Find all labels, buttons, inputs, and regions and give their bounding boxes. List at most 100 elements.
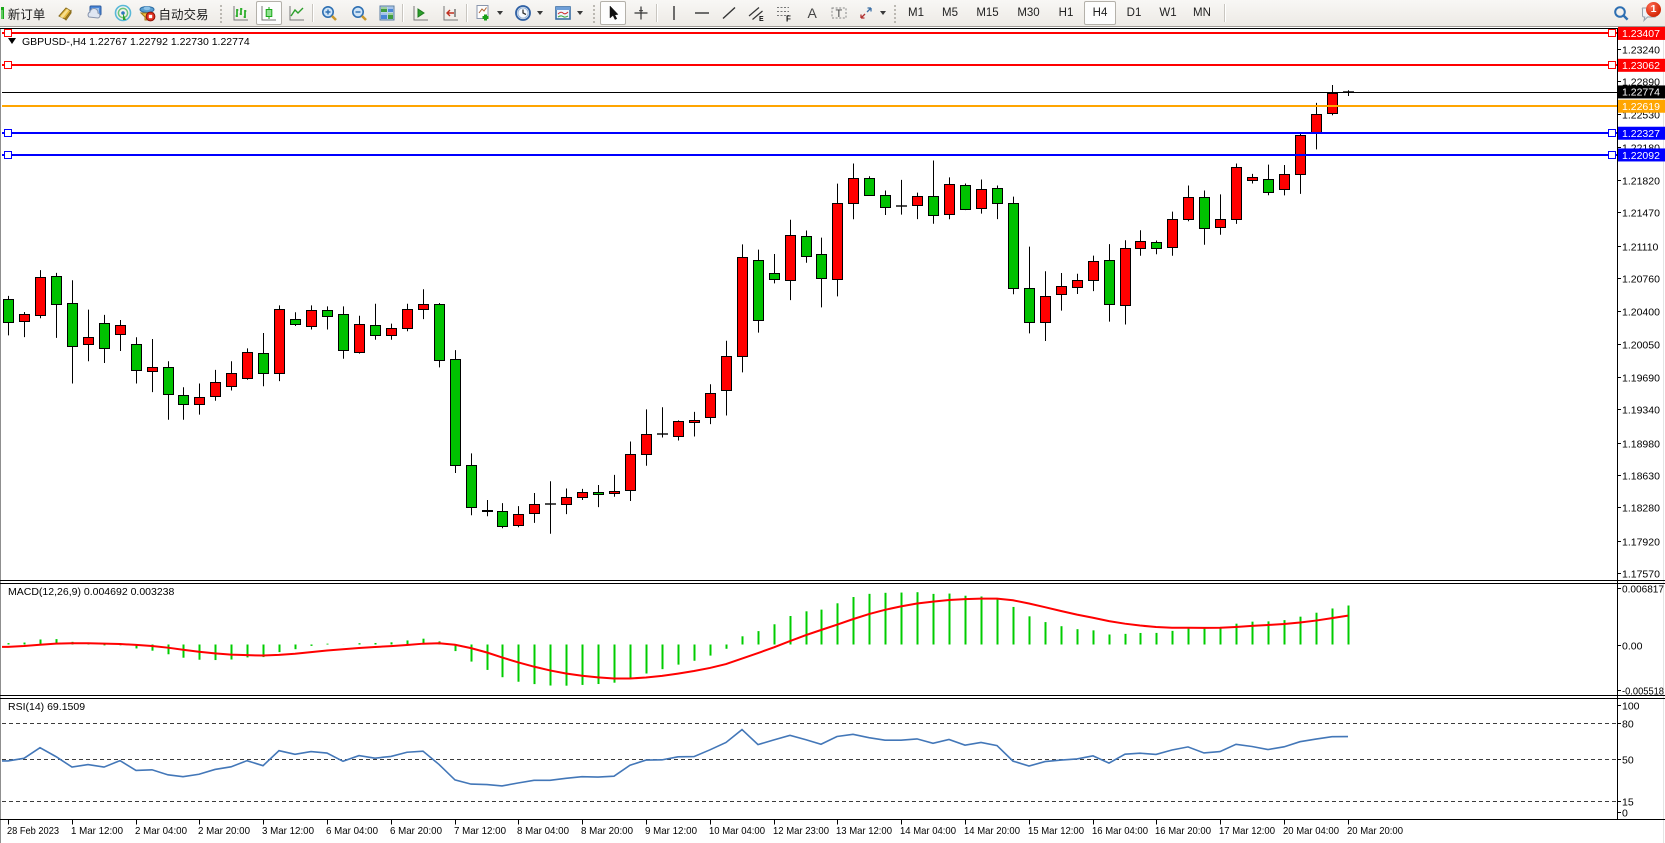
candle-body-down <box>99 323 110 349</box>
hline-handle[interactable] <box>1608 29 1616 37</box>
cursor-icon <box>604 4 622 22</box>
cursor-tool-button[interactable] <box>600 1 626 25</box>
timeframe-button-m30[interactable]: M30 <box>1009 1 1048 25</box>
timeframe-button-m5[interactable]: M5 <box>934 1 966 25</box>
timeframe-button-d1[interactable]: D1 <box>1118 1 1150 25</box>
timeframe-button-h4[interactable]: H4 <box>1084 1 1116 25</box>
timeframe-button-h1-label: H1 <box>1058 7 1074 19</box>
candle-80 <box>1279 165 1290 196</box>
candle-64 <box>1024 246 1035 334</box>
hline-handle[interactable] <box>1608 61 1616 69</box>
candle-body-up <box>418 304 429 310</box>
notifications-button[interactable]: 1 <box>1634 1 1664 25</box>
text-tool-button[interactable]: A <box>799 1 825 25</box>
candle-body-down <box>593 492 604 495</box>
price-tick-label: 1.18980 <box>1622 438 1660 450</box>
rsi-axis-label: 80 <box>1622 718 1634 730</box>
vertical-line-tool-button[interactable] <box>661 1 687 25</box>
timeframe-button-w1[interactable]: W1 <box>1152 1 1184 25</box>
channel-tool-button[interactable]: E <box>743 1 769 25</box>
signals-button[interactable] <box>110 1 136 25</box>
candle-66 <box>1056 272 1067 311</box>
candle-body-up <box>625 454 636 491</box>
price-tick-label: 1.18280 <box>1622 502 1660 514</box>
shift-chart-icon <box>412 4 430 22</box>
indicators-button[interactable] <box>470 1 506 25</box>
candle-body-up <box>1231 167 1242 220</box>
candle-74 <box>1183 185 1194 222</box>
price-badge <box>1618 126 1665 140</box>
candle-31 <box>497 503 508 529</box>
hline-handle[interactable] <box>4 129 12 137</box>
zoom-out-icon <box>350 4 368 22</box>
hline-handle[interactable] <box>4 29 12 37</box>
price-tick-label: 1.21470 <box>1622 207 1660 219</box>
bid-price-badge <box>1618 85 1665 99</box>
arrows-tool-button[interactable] <box>853 1 889 25</box>
time-tick-label: 1 Mar 12:00 <box>71 825 123 837</box>
new-order-button[interactable]: 新订单 <box>0 1 48 25</box>
price-badge-text: 1.23062 <box>1622 60 1660 72</box>
label-tool-button[interactable]: T <box>826 1 852 25</box>
search-button[interactable] <box>1608 1 1634 25</box>
hline-handle[interactable] <box>1608 129 1616 137</box>
candle-body-up <box>1167 219 1178 248</box>
candlestick-mode-button[interactable] <box>256 1 282 25</box>
tile-windows-button[interactable] <box>374 1 400 25</box>
account-history-button[interactable] <box>52 1 78 25</box>
price-badge <box>1618 148 1665 162</box>
candle-16 <box>258 332 269 387</box>
price-tick-label: 1.18630 <box>1622 470 1660 482</box>
line-chart-mode-button[interactable] <box>284 1 310 25</box>
bar-chart-mode-button[interactable] <box>228 1 254 25</box>
time-tick-label: 17 Mar 12:00 <box>1219 825 1275 837</box>
candle-45 <box>721 340 732 416</box>
hline-handle[interactable] <box>4 61 12 69</box>
candle-body-down <box>769 273 780 280</box>
candle-39 <box>625 441 636 502</box>
toolbar-separator <box>656 4 657 22</box>
macd-panel: 0.006817 0.00 -0.005518 MACD(12,26,9) 0.004… <box>2 583 1664 697</box>
candle-78 <box>1247 173 1258 184</box>
fibonacci-tool-button[interactable]: F <box>771 1 797 25</box>
hline-handle[interactable] <box>1608 151 1616 159</box>
candle-body-up <box>1135 241 1146 249</box>
candle-body-up <box>1215 219 1226 228</box>
candle-71 <box>1135 230 1146 256</box>
crosshair-tool-button[interactable] <box>628 1 654 25</box>
horizontal-line-objects[interactable] <box>2 29 1617 159</box>
timeframe-button-m15[interactable]: M15 <box>968 1 1007 25</box>
horizontal-line-tool-button[interactable] <box>689 1 715 25</box>
candle-24 <box>386 323 397 340</box>
candle-body-up <box>641 434 652 455</box>
candle-body-up <box>577 492 588 498</box>
time-tick-label: 8 Mar 20:00 <box>581 825 633 837</box>
candle-75 <box>1199 190 1210 245</box>
hline-handle[interactable] <box>4 151 12 159</box>
auto-scroll-button[interactable] <box>438 1 464 25</box>
candle-60 <box>960 183 971 211</box>
zoom-in-button[interactable] <box>316 1 342 25</box>
time-axis[interactable]: 28 Feb 2023 1 Mar 12:00 2 Mar 04:00 2 Mar 2… <box>7 819 1403 838</box>
candle-8 <box>131 337 142 384</box>
candle-body-down <box>992 188 1003 204</box>
crosshair-icon <box>632 4 650 22</box>
timeframe-button-m1[interactable]: M1 <box>900 1 932 25</box>
shift-chart-button[interactable] <box>408 1 434 25</box>
price-tick-label: 1.21820 <box>1622 175 1660 187</box>
candle-body-up <box>1183 197 1194 220</box>
timeframe-button-h1[interactable]: H1 <box>1050 1 1082 25</box>
templates-button[interactable] <box>550 1 586 25</box>
data-window-button[interactable] <box>82 1 108 25</box>
candle-17 <box>274 305 285 382</box>
symbol-dropdown-icon[interactable] <box>8 38 16 44</box>
new-order-icon <box>0 4 5 22</box>
trendline-tool-button[interactable] <box>716 1 742 25</box>
candle-73 <box>1167 211 1178 256</box>
timeframe-button-mn[interactable]: MN <box>1186 1 1218 25</box>
zoom-out-button[interactable] <box>346 1 372 25</box>
auto-trading-button[interactable]: 自动交易 <box>138 1 209 25</box>
periods-button[interactable] <box>510 1 546 25</box>
candle-body-down <box>322 310 333 317</box>
